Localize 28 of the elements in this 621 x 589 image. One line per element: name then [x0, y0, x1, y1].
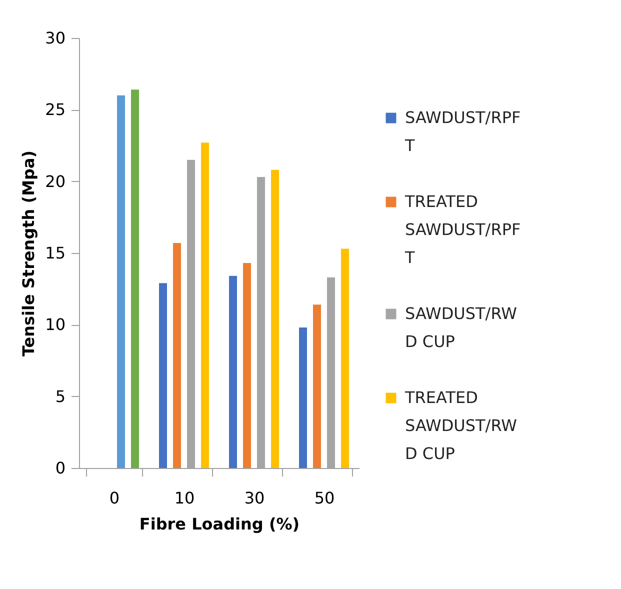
y-tick-label: 10 [45, 315, 66, 334]
bar [341, 248, 349, 468]
bar [159, 283, 167, 468]
legend-label: TREATED SAWDUST/RW D CUP [404, 388, 518, 463]
x-tick-label: 30 [244, 488, 265, 508]
y-tick-label: 15 [45, 244, 66, 262]
y-axis-title: Tensile Strength (Mpa) [19, 150, 38, 357]
legend-label: TREATED SAWDUST/RPF T [404, 192, 521, 267]
y-tick-label: 30 [45, 28, 66, 48]
legend-label: SAWDUST/RW D CUP [405, 304, 518, 351]
y-tick-label: 5 [55, 386, 66, 406]
y-tick-label: 25 [45, 100, 66, 120]
bar [201, 142, 209, 468]
y-tick-label: 20 [45, 172, 66, 191]
bar [271, 170, 279, 468]
x-tick-label: 50 [314, 488, 335, 508]
bar [229, 276, 237, 468]
bar [243, 263, 251, 468]
x-tick-label: 10 [174, 488, 195, 508]
y-tick-label: 0 [55, 458, 66, 478]
x-tick-label: 0 [109, 488, 120, 508]
bar [131, 90, 139, 468]
bar [299, 328, 307, 468]
bar [173, 242, 181, 468]
bar [117, 95, 125, 468]
x-axis-title: Fibre Loading (%) [139, 514, 300, 534]
legend-label: SAWDUST/RPF T [404, 108, 521, 155]
bar [313, 304, 321, 468]
